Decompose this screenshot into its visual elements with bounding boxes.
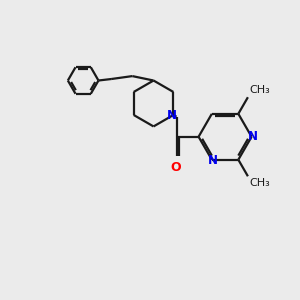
Text: N: N bbox=[167, 109, 177, 122]
Text: N: N bbox=[248, 130, 257, 143]
Text: O: O bbox=[170, 161, 181, 174]
Text: CH₃: CH₃ bbox=[249, 85, 270, 95]
Text: CH₃: CH₃ bbox=[249, 178, 270, 188]
Text: N: N bbox=[207, 154, 218, 167]
